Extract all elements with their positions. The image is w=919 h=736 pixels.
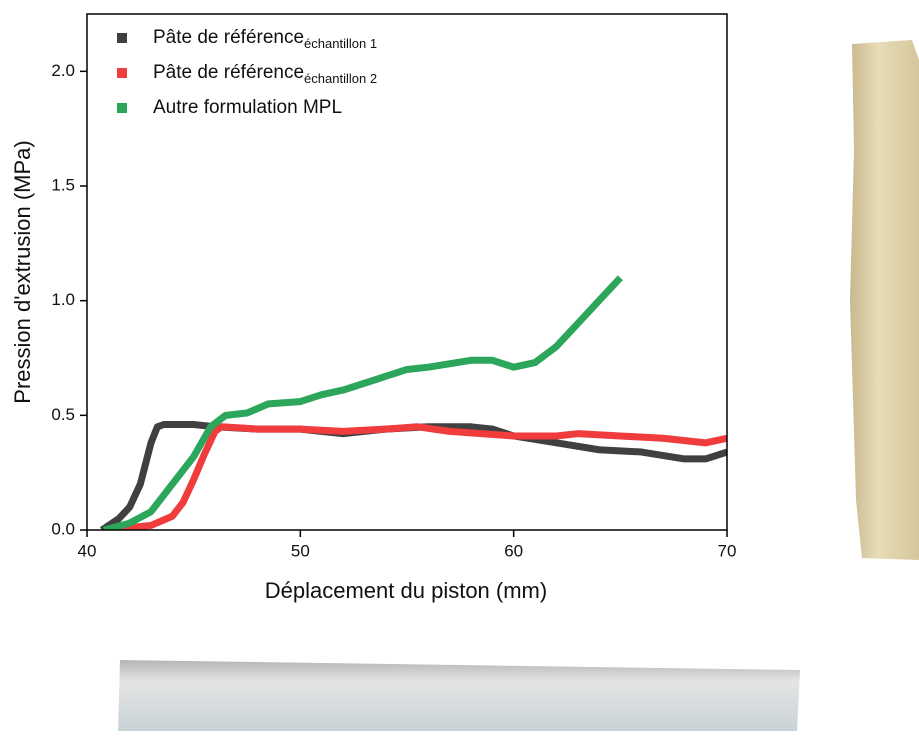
legend-name: Autre formulation MPL — [153, 97, 342, 118]
legend-label: Pâte de référenceéchantillon 1 — [153, 27, 377, 51]
legend-label: Autre formulation MPL — [153, 97, 342, 118]
x-tick-label: 60 — [504, 541, 523, 560]
legend-swatch — [117, 103, 127, 113]
sample-photo-vertical — [850, 40, 919, 560]
plot-frame — [86, 13, 728, 531]
y-tick-label: 0.0 — [51, 519, 75, 538]
x-tick-label: 50 — [291, 541, 310, 560]
sample-photo-horizontal — [118, 660, 800, 731]
legend-name: Pâte de référence — [153, 27, 304, 48]
x-axis-title: Déplacement du piston (mm) — [265, 578, 547, 603]
legend-swatch — [117, 68, 127, 78]
legend-name: Pâte de référence — [153, 62, 304, 83]
y-tick-label: 1.5 — [51, 175, 75, 194]
y-axis-title: Pression d'extrusion (MPa) — [10, 140, 35, 403]
legend-swatch — [117, 33, 127, 43]
legend-subscript: échantillon 1 — [304, 36, 377, 51]
lines — [99, 275, 727, 530]
plot: 40 50 60 70 0.0 0.5 1.0 1.5 2.0 Pâte de référence… — [51, 13, 737, 560]
legend-subscript: échantillon 2 — [304, 71, 377, 86]
y-tick-label: 0.5 — [51, 405, 75, 424]
x-tick-label: 70 — [718, 541, 737, 560]
x-tick-label: 40 — [78, 541, 97, 560]
series-line — [107, 423, 727, 530]
y-tick-label: 1.0 — [51, 290, 75, 309]
y-tick-label: 2.0 — [51, 61, 75, 80]
series-line — [103, 275, 623, 530]
legend-label: Pâte de référenceéchantillon 2 — [153, 62, 377, 86]
